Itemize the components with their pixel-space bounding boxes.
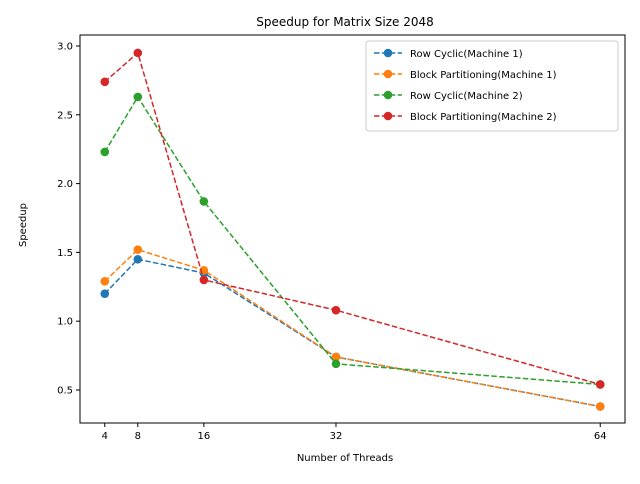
y-axis: 0.5 1.0 1.5 2.0 2.5 3.0 bbox=[57, 42, 80, 396]
series-line-1 bbox=[104, 248, 601, 408]
chart-title: Speedup for Matrix Size 2048 bbox=[256, 15, 434, 29]
data-point-s1-p0 bbox=[100, 276, 110, 286]
y-tick-label: 0.5 bbox=[57, 385, 73, 396]
legend-item-0: Row Cyclic(Machine 1) bbox=[374, 48, 523, 60]
x-tick-label: 8 bbox=[135, 431, 141, 442]
legend-label: Block Partitioning(Machine 1) bbox=[410, 70, 557, 81]
x-axis: 4 8 16 32 64 bbox=[102, 423, 607, 442]
y-tick-label: 2.0 bbox=[57, 179, 73, 190]
series-line-0 bbox=[104, 258, 601, 408]
data-point-s0-p0 bbox=[100, 289, 110, 298]
y-tick-label: 3.0 bbox=[57, 42, 73, 53]
data-point-s2-p2 bbox=[199, 197, 209, 206]
data-point-s1-p3 bbox=[331, 352, 341, 362]
y-tick-label: 1.0 bbox=[57, 317, 73, 328]
plot-frame bbox=[79, 34, 626, 424]
data-point-s0-p1 bbox=[133, 254, 143, 264]
data-point-s3-p3 bbox=[331, 305, 341, 315]
legend-swatch-marker bbox=[383, 111, 393, 121]
x-tick-label: 16 bbox=[197, 431, 210, 442]
legend-item-1: Block Partitioning(Machine 1) bbox=[374, 69, 557, 81]
x-axis-label: Number of Threads bbox=[297, 453, 393, 464]
data-point-s2-p3 bbox=[331, 359, 341, 369]
legend: Row Cyclic(Machine 1) Block Partitioning(… bbox=[365, 40, 619, 132]
legend-item-3: Block Partitioning(Machine 2) bbox=[374, 111, 557, 123]
y-tick-label: 2.5 bbox=[57, 110, 73, 121]
data-point-s2-p1 bbox=[133, 92, 143, 102]
legend-label: Row Cyclic(Machine 1) bbox=[410, 49, 523, 60]
legend-label: Row Cyclic(Machine 2) bbox=[410, 91, 523, 102]
data-point-s1-p4 bbox=[595, 402, 605, 411]
legend-swatch-marker bbox=[383, 69, 393, 79]
data-point-s3-p4 bbox=[595, 380, 605, 389]
y-tick-label: 1.5 bbox=[57, 248, 73, 259]
data-point-s2-p0 bbox=[100, 147, 110, 157]
legend-label: Block Partitioning(Machine 2) bbox=[410, 112, 557, 123]
data-point-s3-p2 bbox=[199, 275, 209, 285]
plot-area: 4 8 16 32 64 0.5 1.0 1.5 2.0 2.5 3.0 bbox=[57, 34, 626, 442]
legend-swatch-marker bbox=[383, 48, 393, 58]
data-point-s3-p1 bbox=[133, 48, 143, 58]
x-tick-label: 32 bbox=[330, 431, 343, 442]
legend-item-2: Row Cyclic(Machine 2) bbox=[374, 90, 523, 102]
data-point-s3-p0 bbox=[100, 77, 110, 87]
y-axis-label: Speedup bbox=[18, 203, 29, 247]
series-line-2 bbox=[104, 95, 601, 386]
data-point-s1-p1 bbox=[133, 245, 143, 254]
x-tick-label: 4 bbox=[102, 431, 108, 442]
x-tick-label: 64 bbox=[594, 431, 607, 442]
series-layer bbox=[100, 48, 605, 411]
legend-swatch-marker bbox=[383, 90, 393, 100]
legend-box bbox=[365, 40, 619, 132]
